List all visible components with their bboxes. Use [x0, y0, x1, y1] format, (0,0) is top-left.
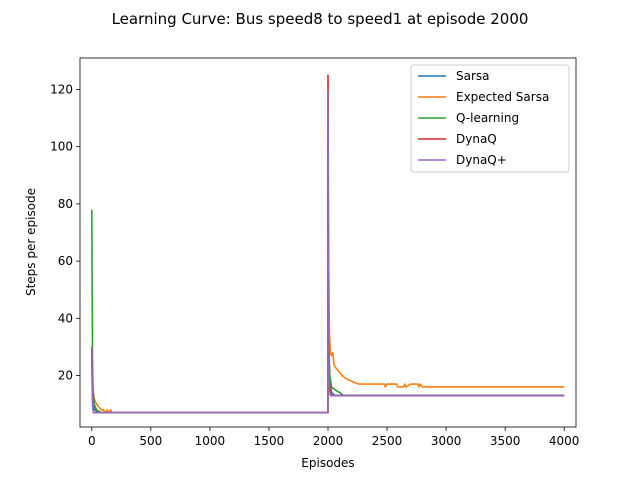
x-tick-label: 1000 [195, 434, 226, 448]
x-tick-label: 3000 [431, 434, 462, 448]
legend-label: Q-learning [456, 111, 519, 125]
x-tick-label: 2500 [372, 434, 403, 448]
x-tick-label: 2000 [313, 434, 344, 448]
y-tick-label: 80 [58, 197, 73, 211]
y-tick-label: 60 [58, 254, 73, 268]
series-line-expected-sarsa [91, 94, 565, 414]
x-tick-label: 1500 [254, 434, 285, 448]
legend-label: Sarsa [456, 69, 490, 83]
y-axis-label: Steps per episode [24, 188, 38, 296]
x-tick-label: 500 [139, 434, 162, 448]
x-tick-label: 4000 [549, 434, 580, 448]
x-axis-label: Episodes [301, 456, 354, 470]
series-line-dynaq- [91, 91, 565, 414]
chart-title: Learning Curve: Bus speed8 to speed1 at … [112, 10, 529, 28]
y-tick-label: 40 [58, 311, 73, 325]
series-lines [91, 74, 565, 414]
y-tick-label: 100 [50, 140, 73, 154]
x-tick-label: 3500 [490, 434, 521, 448]
y-axis-ticks: 20 40 60 80 100 120 [50, 82, 80, 383]
legend-label: Expected Sarsa [456, 90, 549, 104]
x-tick-label: 0 [88, 434, 96, 448]
y-tick-label: 120 [50, 82, 73, 96]
legend-box [410, 64, 570, 173]
x-axis-ticks: 0 500 1000 1500 2000 2500 3000 3500 4000 [88, 427, 579, 448]
legend-label: DynaQ+ [456, 153, 507, 167]
y-tick-label: 20 [58, 369, 73, 383]
legend: Sarsa Expected Sarsa Q-learning DynaQ DynaQ+ [410, 64, 570, 173]
legend-label: DynaQ [456, 132, 497, 146]
